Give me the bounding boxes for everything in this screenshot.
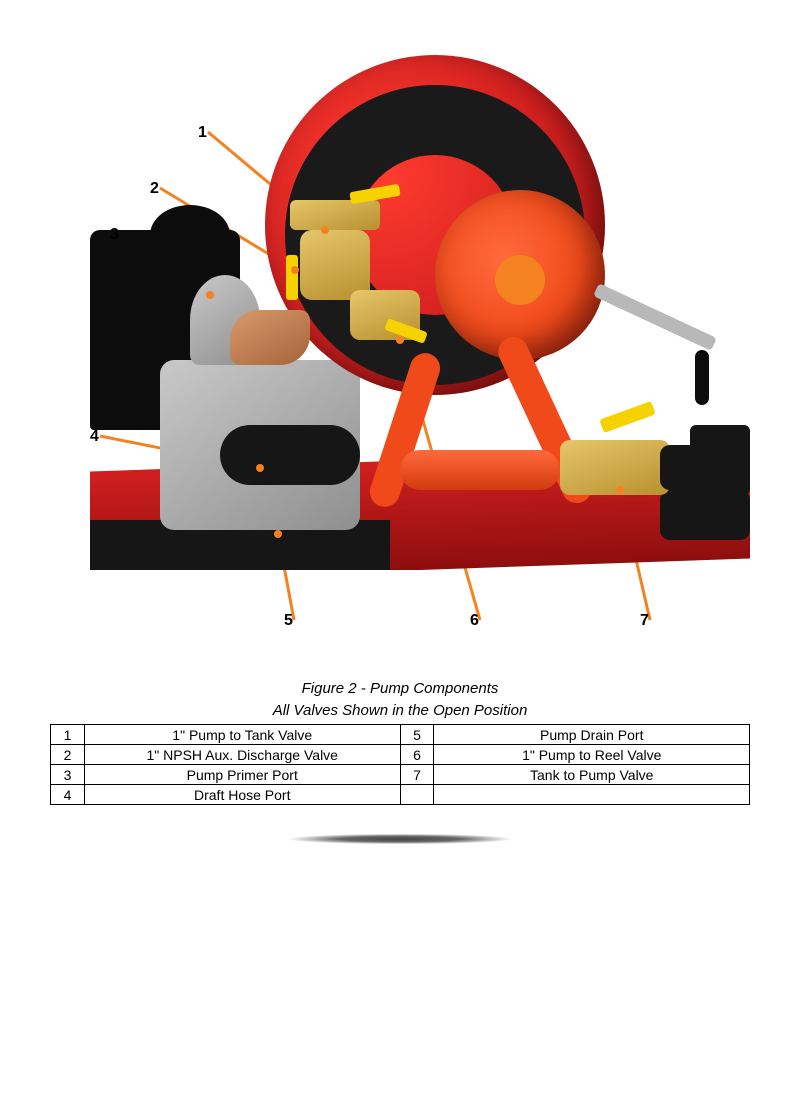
part-desc: 1" NPSH Aux. Discharge Valve xyxy=(84,745,400,765)
callout-tip-7 xyxy=(616,486,624,494)
part-desc: Tank to Pump Valve xyxy=(434,765,750,785)
callout-tip-5 xyxy=(274,530,282,538)
callout-tip-1 xyxy=(321,226,329,234)
callout-label-6: 6 xyxy=(470,612,479,630)
part-num: 2 xyxy=(51,745,85,765)
equipment-render xyxy=(90,30,750,570)
callout-tip-4 xyxy=(256,464,264,472)
figure-subtitle: All Valves Shown in the Open Position xyxy=(0,702,800,719)
callout-label-2: 2 xyxy=(150,180,159,198)
table-row: 4Draft Hose Port xyxy=(51,785,750,805)
figure-area: 1234567 xyxy=(50,20,750,600)
part-num: 4 xyxy=(51,785,85,805)
parts-table: 11" Pump to Tank Valve5Pump Drain Port21… xyxy=(50,724,750,805)
callout-tip-6 xyxy=(396,336,404,344)
part-desc: Pump Primer Port xyxy=(84,765,400,785)
callout-tip-2 xyxy=(291,266,299,274)
callout-label-4: 4 xyxy=(90,428,99,446)
part-desc: 1" Pump to Tank Valve xyxy=(84,725,400,745)
table-row: 21" NPSH Aux. Discharge Valve61" Pump to… xyxy=(51,745,750,765)
callout-tip-3 xyxy=(206,291,214,299)
part-desc: Pump Drain Port xyxy=(434,725,750,745)
callout-label-7: 7 xyxy=(640,612,649,630)
part-num: 5 xyxy=(400,725,434,745)
part-num: 6 xyxy=(400,745,434,765)
part-desc: 1" Pump to Reel Valve xyxy=(434,745,750,765)
table-row: 11" Pump to Tank Valve5Pump Drain Port xyxy=(51,725,750,745)
part-num: 7 xyxy=(400,765,434,785)
page-shadow xyxy=(250,832,550,846)
callout-label-5: 5 xyxy=(284,612,293,630)
figure-title: Figure 2 - Pump Components xyxy=(0,680,800,697)
part-desc: Draft Hose Port xyxy=(84,785,400,805)
table-row: 3Pump Primer Port7Tank to Pump Valve xyxy=(51,765,750,785)
callout-label-1: 1 xyxy=(198,124,207,142)
part-num: 1 xyxy=(51,725,85,745)
part-desc xyxy=(434,785,750,805)
callout-label-3: 3 xyxy=(110,226,119,244)
part-num: 3 xyxy=(51,765,85,785)
part-num xyxy=(400,785,434,805)
